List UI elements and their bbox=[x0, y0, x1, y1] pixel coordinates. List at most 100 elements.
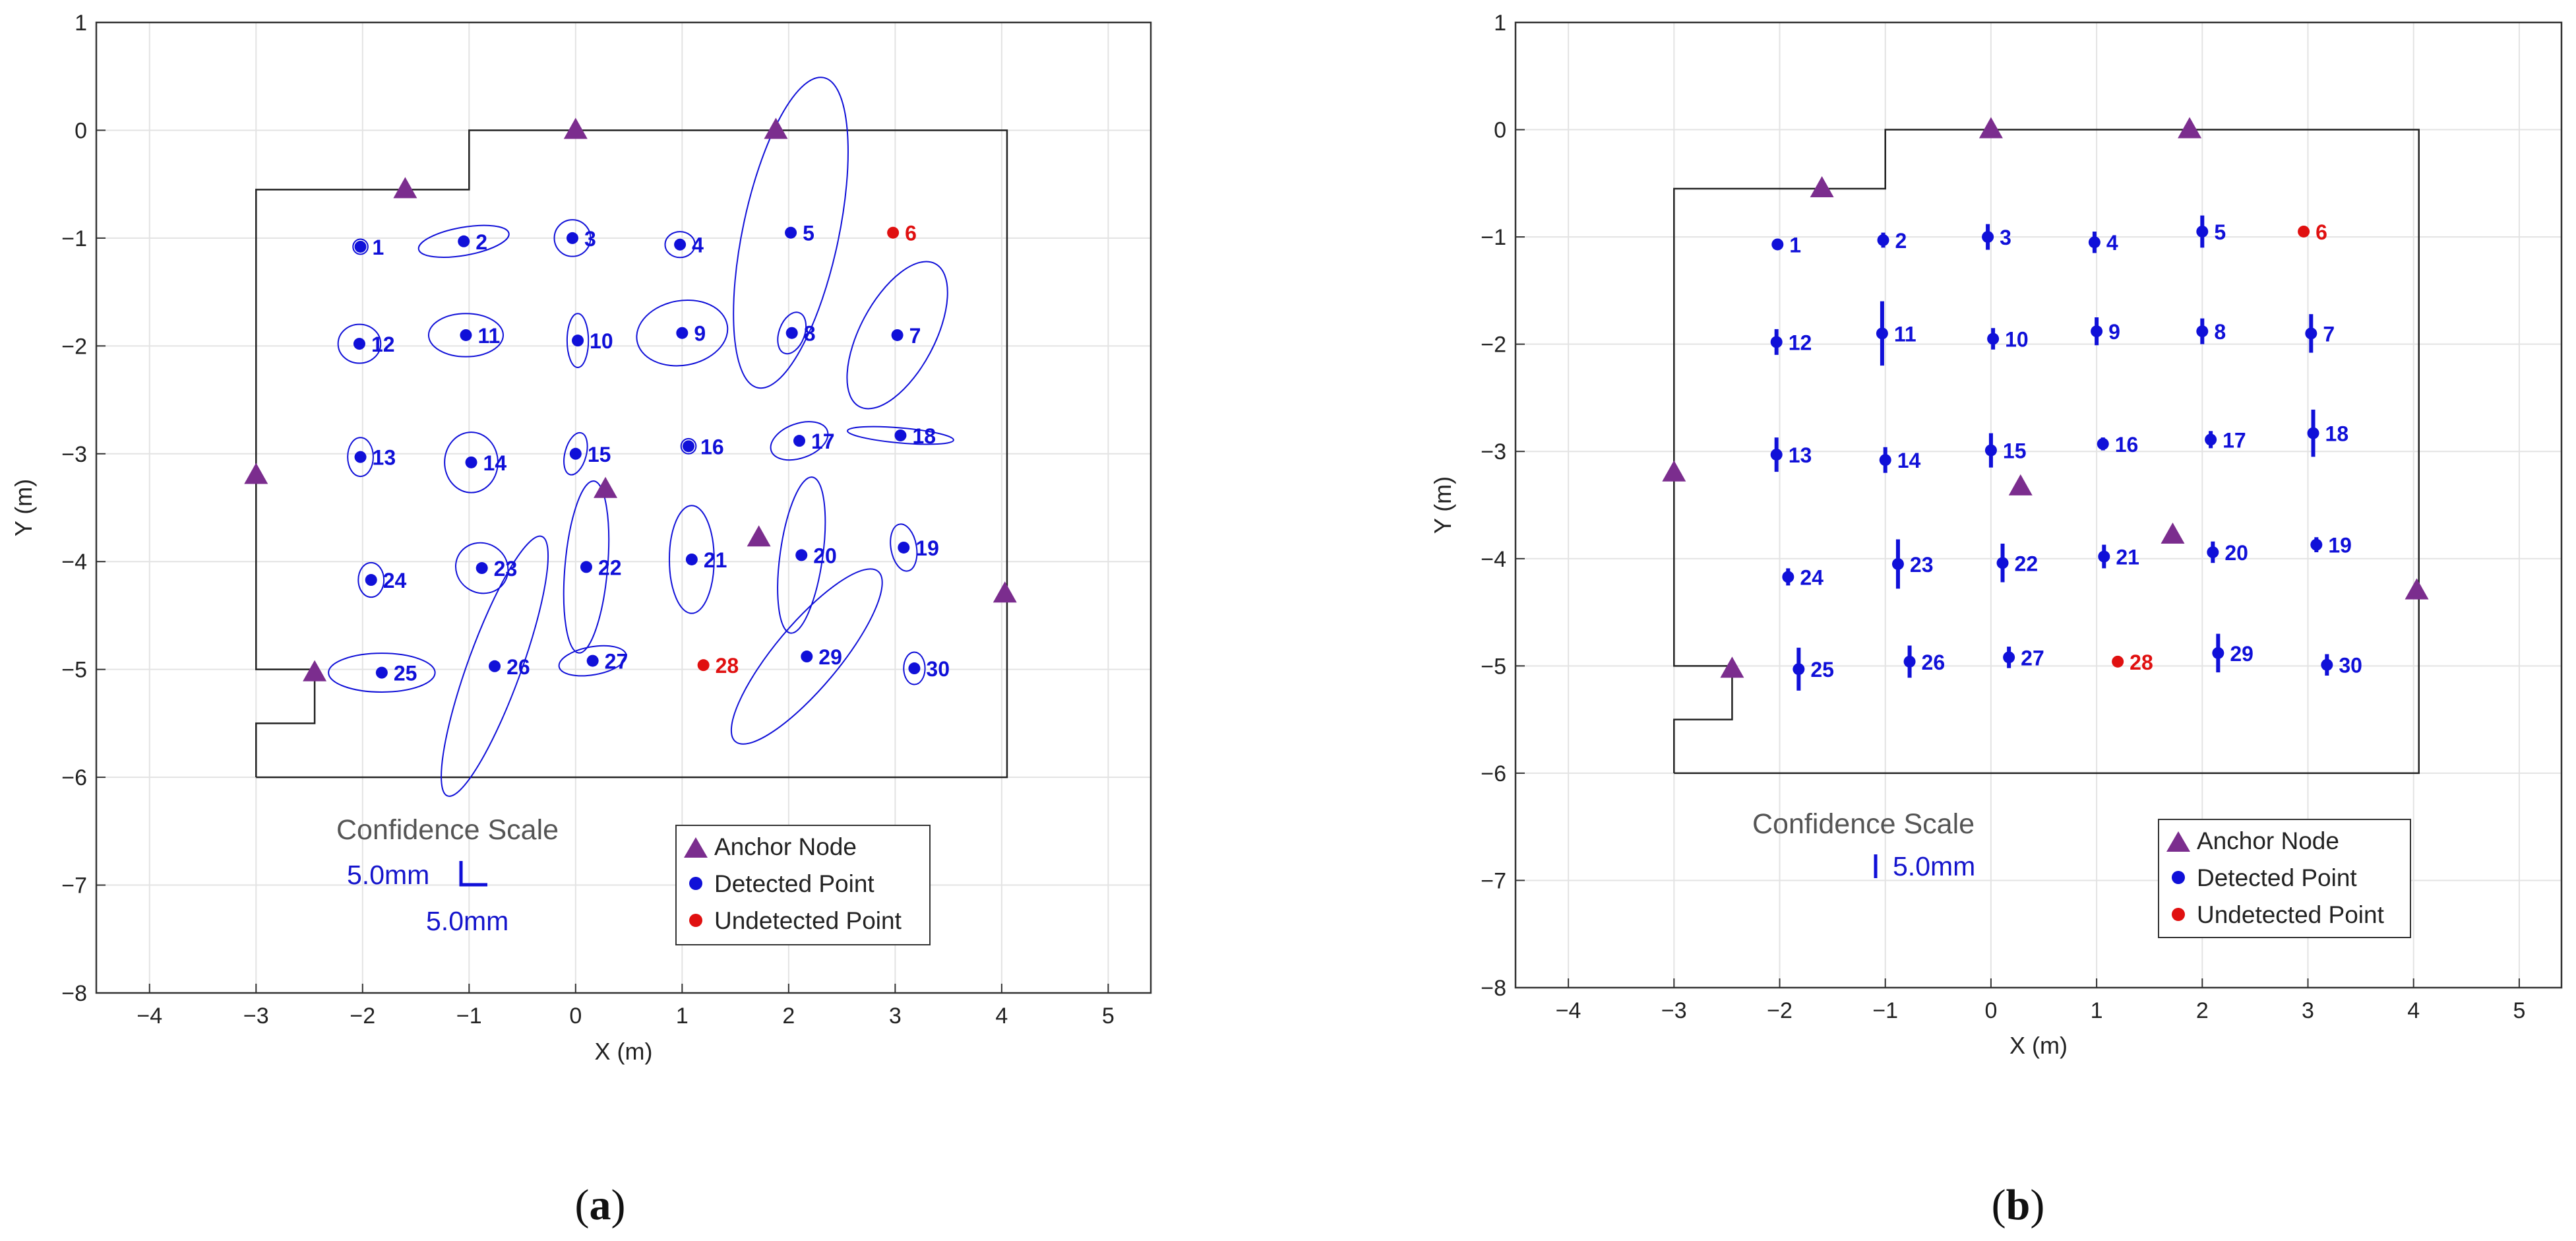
legend: Anchor Node Detected Point Undetected Poin… bbox=[675, 825, 931, 945]
point-label: 17 bbox=[2223, 428, 2246, 452]
anchor-node-marker bbox=[1720, 656, 1744, 678]
point-label: 23 bbox=[494, 557, 518, 581]
detected-point bbox=[2310, 538, 2323, 551]
confidence-ellipse-20 bbox=[777, 476, 826, 634]
y-tick-label: −5 bbox=[1481, 654, 1506, 679]
confidence-ellipse-7 bbox=[846, 261, 948, 410]
point-label: 3 bbox=[584, 227, 596, 251]
detected-point bbox=[2196, 225, 2209, 238]
detected-point bbox=[676, 327, 689, 339]
legend-detected-icon bbox=[2172, 871, 2185, 884]
x-tick-label: −4 bbox=[137, 1003, 162, 1029]
point-label: 16 bbox=[700, 435, 724, 459]
anchor-node-marker bbox=[2161, 523, 2185, 544]
point-label: 11 bbox=[477, 324, 500, 348]
x-tick-label: 5 bbox=[1102, 1003, 1115, 1029]
confidence-ellipse-9 bbox=[636, 299, 729, 367]
anchor-node-marker bbox=[993, 581, 1017, 603]
detected-point bbox=[2307, 427, 2319, 439]
confidence-ellipse-24 bbox=[357, 561, 385, 598]
confidence-scale: Confidence Scale 5.0mm 5.0mm bbox=[336, 814, 559, 936]
anchor-node-marker bbox=[244, 462, 268, 484]
y-axis-label: Y (m) bbox=[1429, 476, 1456, 534]
y-tick-label: 0 bbox=[1494, 118, 1506, 143]
detected-point bbox=[1770, 449, 1783, 461]
y-tick-label: −8 bbox=[1481, 976, 1506, 1001]
y-tick-label: −3 bbox=[61, 442, 87, 467]
point-label: 4 bbox=[692, 234, 704, 257]
confidence-scale-value: 5.0mm bbox=[426, 906, 508, 936]
anchor-node-marker bbox=[303, 660, 327, 682]
x-tick-label: −2 bbox=[350, 1003, 375, 1029]
point-label: 16 bbox=[2115, 433, 2139, 457]
point-label: 2 bbox=[475, 230, 487, 254]
confidence-ellipse-4 bbox=[664, 231, 696, 259]
confidence-ellipse-27 bbox=[558, 645, 627, 677]
detected-point bbox=[465, 456, 477, 468]
x-tick-label: 4 bbox=[995, 1003, 1008, 1029]
legend-anchor-icon bbox=[2166, 831, 2190, 852]
detected-point bbox=[2212, 647, 2224, 659]
confidence-ellipse-15 bbox=[563, 431, 588, 476]
confidence-ellipse-10 bbox=[566, 313, 590, 369]
legend-undetected-icon bbox=[2172, 908, 2185, 921]
anchor-node-marker bbox=[393, 177, 417, 199]
detected-point bbox=[354, 451, 367, 463]
detected-point bbox=[2003, 651, 2015, 664]
legend-anchor-icon bbox=[684, 837, 708, 858]
detected-point bbox=[1891, 557, 1904, 570]
detected-point bbox=[566, 232, 578, 244]
detected-point bbox=[353, 338, 365, 350]
point-label: 7 bbox=[909, 324, 921, 348]
detected-point bbox=[1877, 234, 1889, 246]
point-label: 18 bbox=[912, 424, 936, 448]
point-label: 24 bbox=[383, 569, 407, 592]
confidence-ellipse-13 bbox=[347, 437, 374, 478]
confidence-ellipse-25 bbox=[328, 652, 436, 693]
point-label: 11 bbox=[1894, 322, 1917, 346]
point-label: 9 bbox=[2108, 320, 2120, 344]
legend-entry: Undetected Point bbox=[714, 907, 902, 934]
y-tick-label: −1 bbox=[1481, 225, 1506, 250]
confidence-ellipse-18 bbox=[846, 426, 954, 445]
detected-point bbox=[460, 329, 472, 341]
point-label: 8 bbox=[2214, 320, 2226, 344]
anchor-node-marker bbox=[1978, 117, 2003, 139]
confidence-ellipse-19 bbox=[890, 523, 918, 572]
detected-point bbox=[894, 429, 907, 441]
confidence-ellipse-12 bbox=[337, 323, 382, 364]
point-label: 29 bbox=[2230, 642, 2254, 666]
point-label: 1 bbox=[1789, 233, 1801, 257]
anchor-node-marker bbox=[747, 525, 771, 547]
confidence-ellipse-11 bbox=[427, 313, 504, 358]
y-tick-label: 0 bbox=[75, 118, 87, 143]
legend-entry: Anchor Node bbox=[714, 833, 857, 860]
confidence-ellipse-17 bbox=[770, 421, 829, 461]
point-label: 13 bbox=[1789, 443, 1812, 467]
legend-entry: Anchor Node bbox=[2197, 827, 2339, 854]
x-axis-label: X (m) bbox=[595, 1038, 653, 1065]
anchor-node-marker bbox=[594, 476, 618, 498]
chart-panel-b: −4 −3 −2 −1 0 1 2 3 4 510−1−2−3−4−5−6−7−8X (m)Y (… bbox=[1429, 11, 2563, 1059]
confidence-ellipse-21 bbox=[668, 505, 715, 614]
point-label: 6 bbox=[2315, 220, 2327, 244]
detected-point bbox=[2196, 325, 2209, 338]
legend-box bbox=[2158, 819, 2411, 938]
detected-point bbox=[2305, 327, 2317, 340]
anchor-node-marker bbox=[2178, 117, 2202, 139]
detected-point bbox=[898, 541, 910, 554]
confidence-ellipse-5 bbox=[733, 77, 849, 389]
confidence-ellipse-14 bbox=[444, 431, 499, 493]
detected-point bbox=[891, 329, 904, 341]
legend-box bbox=[675, 825, 931, 945]
detected-point bbox=[365, 574, 377, 587]
scale-bracket-icon bbox=[459, 861, 487, 887]
detected-point bbox=[801, 651, 813, 663]
point-label: 20 bbox=[813, 544, 837, 567]
y-tick-label: −8 bbox=[61, 981, 87, 1006]
confidence-ellipse-30 bbox=[903, 651, 926, 685]
x-tick-label: 3 bbox=[2302, 998, 2314, 1023]
point-label: 19 bbox=[915, 536, 939, 560]
x-tick-label: 0 bbox=[569, 1003, 582, 1029]
legend-entry: Detected Point bbox=[2197, 864, 2357, 891]
